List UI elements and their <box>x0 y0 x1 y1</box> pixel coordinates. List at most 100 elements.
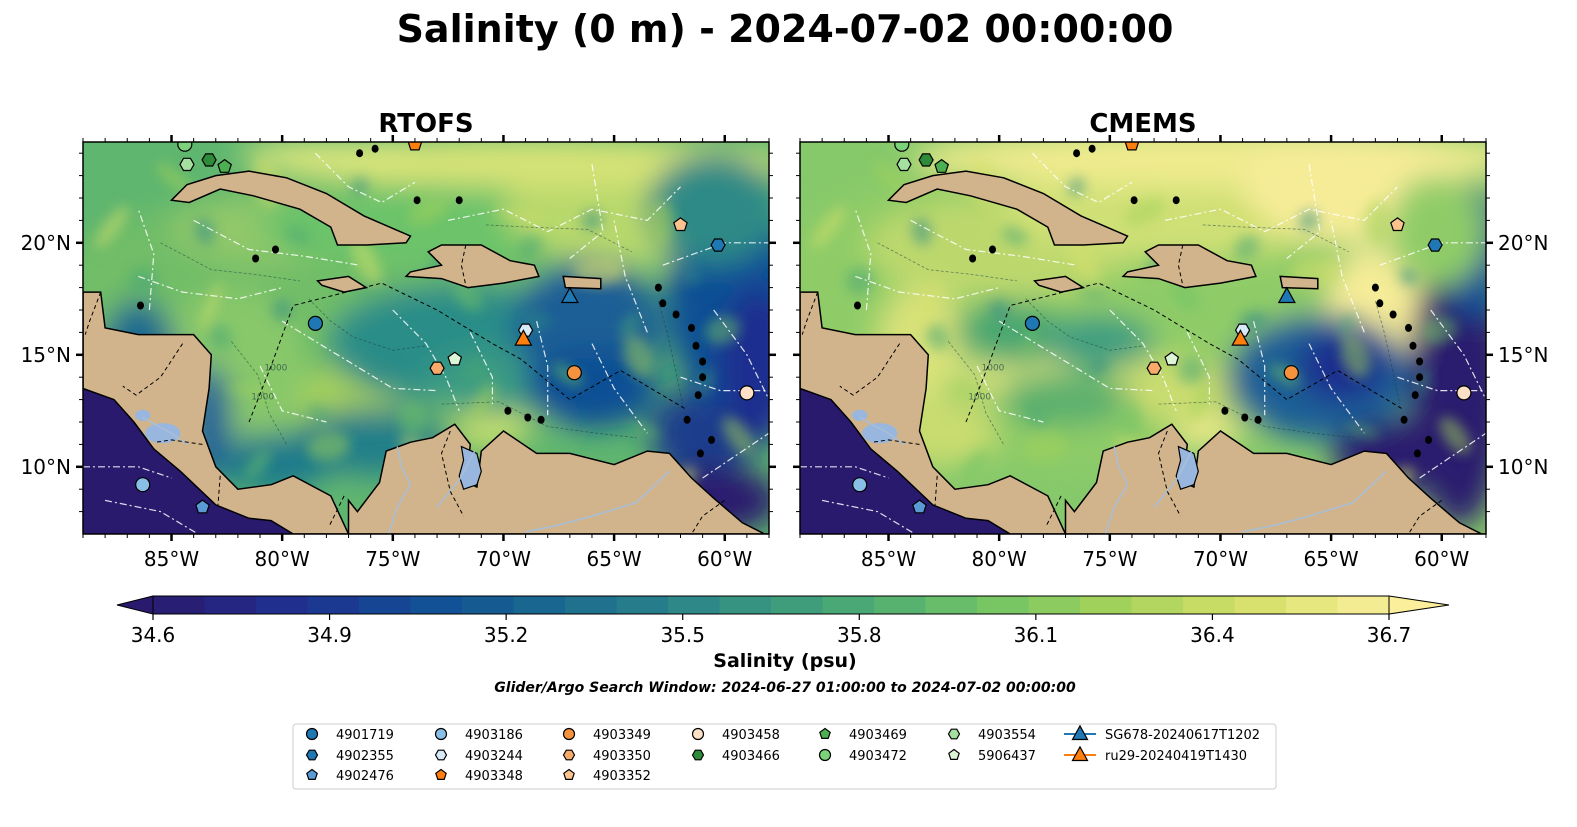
colorbar-bin <box>204 596 257 614</box>
colorbar-bin <box>1337 596 1390 614</box>
marker-5906437[interactable] <box>447 351 463 366</box>
marker-4903350[interactable] <box>429 361 445 375</box>
land-hispaniola <box>1121 244 1257 289</box>
isobath-label: 1000 <box>251 393 274 403</box>
island <box>699 357 707 366</box>
legend-item[interactable]: 4903186 <box>434 727 523 743</box>
marker-ru29-20240419T1430[interactable] <box>1231 329 1250 346</box>
legend-label: 4903469 <box>849 728 907 743</box>
land-south-america <box>347 423 769 534</box>
island <box>854 301 861 310</box>
legend-label: SG678-20240617T1202 <box>1105 728 1260 743</box>
legend-label: 4903350 <box>593 749 651 764</box>
island <box>413 196 421 205</box>
border <box>1157 430 1182 517</box>
legend-label: 4903466 <box>722 749 780 764</box>
legend-label: 4902476 <box>336 769 394 784</box>
marker-4902355[interactable] <box>1427 238 1443 252</box>
marker-4903348[interactable] <box>1124 137 1140 151</box>
island <box>1413 449 1421 458</box>
legend-item[interactable]: 4903244 <box>434 749 523 764</box>
legend-label: 4903554 <box>978 728 1036 743</box>
legend-item[interactable]: 4903466 <box>691 749 780 764</box>
legend-item[interactable]: ru29-20240419T1430 <box>1064 745 1247 764</box>
marker-ru29-20240419T1430[interactable] <box>514 329 533 346</box>
lat-tick-label: 10°N <box>1498 455 1548 479</box>
island <box>1425 435 1432 444</box>
marker-4903352[interactable] <box>1390 217 1405 232</box>
colorbar-bin <box>1080 596 1133 614</box>
marker-4903466[interactable] <box>201 153 217 167</box>
marker-4903349[interactable] <box>566 365 582 381</box>
border <box>872 439 920 445</box>
marker-4902355[interactable] <box>710 238 726 252</box>
land-south-america <box>1064 423 1486 534</box>
marker-4903469[interactable] <box>217 158 233 173</box>
lake <box>852 409 868 421</box>
island <box>137 301 144 310</box>
colorbar-bin <box>565 596 618 614</box>
lake-maracaibo <box>458 445 482 490</box>
marker-4902476[interactable] <box>195 499 210 514</box>
marker-4903352[interactable] <box>673 217 688 232</box>
map-frame-cmems <box>799 141 1487 535</box>
legend-item[interactable]: 4901719 <box>305 727 394 743</box>
marker-4903349[interactable] <box>1283 365 1299 381</box>
colorbar-bin <box>771 596 824 614</box>
marker-4903469[interactable] <box>934 158 950 173</box>
colorbar-min-extension <box>116 595 154 615</box>
border <box>1045 495 1062 528</box>
legend-item[interactable]: 5906437 <box>948 748 1036 764</box>
border <box>801 291 819 335</box>
marker-4903186[interactable] <box>852 477 868 493</box>
island <box>1409 341 1417 350</box>
legend-item[interactable]: 4903469 <box>819 727 907 743</box>
river <box>1153 450 1193 508</box>
map-panel-cmems: CMEMS 1000 1000 85°W 80°W 75°W 70°W 65°W 60°W 1… <box>756 109 1548 571</box>
marker-4902476[interactable] <box>912 499 927 514</box>
legend-item[interactable]: 4903352 <box>563 768 651 784</box>
legend-item[interactable]: 4902476 <box>306 768 394 784</box>
lat-tick-label: 15°N <box>1498 343 1548 367</box>
lon-tick-label: 60°W <box>1414 547 1469 571</box>
legend-item[interactable]: 4903348 <box>435 768 523 784</box>
map-ticks-cmems: 85°W 80°W 75°W 70°W 65°W 60°W 10°N 15°N 20°N <box>793 135 1548 571</box>
legend-item[interactable]: 4903554 <box>947 728 1036 743</box>
marker-4903458[interactable] <box>739 385 755 401</box>
island <box>1389 310 1397 319</box>
marker-SG678-20240617T1202[interactable] <box>1277 286 1296 304</box>
legend-item[interactable]: 4902355 <box>305 749 394 764</box>
colorbar-bin <box>1286 596 1339 614</box>
colorbar-bin <box>977 596 1030 614</box>
legend-item[interactable]: 4903458 <box>691 727 780 743</box>
legend-label: 4902355 <box>336 749 394 764</box>
marker-4903472[interactable] <box>894 137 910 152</box>
colorbar-tick-label: 36.4 <box>1190 623 1235 647</box>
map-area-cmems[interactable]: 1000 1000 <box>756 129 1531 537</box>
marker-4903186[interactable] <box>135 477 151 493</box>
legend-item[interactable]: SG678-20240617T1202 <box>1064 724 1260 743</box>
marker-4901719[interactable] <box>1024 315 1041 331</box>
marker-4903350[interactable] <box>1146 361 1162 375</box>
legend-item[interactable]: 4903349 <box>562 727 651 743</box>
marker-4903554[interactable] <box>179 157 195 172</box>
colorbar-tick-label: 34.9 <box>307 623 352 647</box>
marker-4903466[interactable] <box>918 153 934 167</box>
island <box>1221 406 1229 415</box>
legend-item[interactable]: 4903350 <box>562 749 651 764</box>
map-area-rtofs[interactable]: 1000 1000 <box>17 137 800 536</box>
island <box>537 415 545 424</box>
colorbar-bin <box>822 596 875 614</box>
marker-4903348[interactable] <box>407 137 423 151</box>
marker-4903472[interactable] <box>177 137 193 152</box>
island <box>356 149 364 158</box>
land-central-america <box>83 291 350 534</box>
marker-4901719[interactable] <box>307 315 323 331</box>
legend-item[interactable]: 4903472 <box>818 748 907 764</box>
marker-4903458[interactable] <box>1456 385 1472 401</box>
marker-5906437[interactable] <box>1164 351 1180 366</box>
colorbar-bin <box>256 596 309 614</box>
island <box>672 310 680 319</box>
marker-4903554[interactable] <box>896 157 912 172</box>
marker-SG678-20240617T1202[interactable] <box>560 286 579 304</box>
